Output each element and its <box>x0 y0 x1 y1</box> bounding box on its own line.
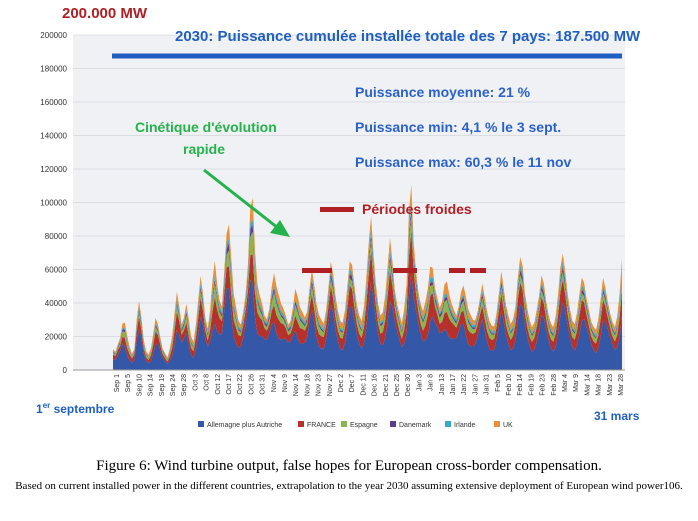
legend-swatch <box>494 421 500 427</box>
x-tick-label: Feb 5 <box>495 374 502 392</box>
x-tick-label: Dec 2 <box>338 374 345 392</box>
x-tick-label: Dec 30 <box>405 374 412 396</box>
x-tick-label: Oct 22 <box>237 374 244 395</box>
x-tick-label: Dec 25 <box>394 374 401 396</box>
legend-label: FRANCE <box>307 422 336 429</box>
figure-subcaption: Based on current installed power in the … <box>15 480 683 492</box>
x-tick-label: Dec 11 <box>360 374 367 396</box>
x-tick-label: Sep 19 <box>159 374 166 396</box>
x-tick-label: Oct 26 <box>248 374 255 395</box>
headline: 2030: Puissance cumulée installée totale… <box>175 28 641 45</box>
corner-top-label: 200.000 MW <box>62 5 148 22</box>
stacked-areas <box>113 185 622 370</box>
x-tick-label: Oct 8 <box>204 374 211 391</box>
x-tick-label: Nov 18 <box>304 374 311 396</box>
x-tick-label: Sep 10 <box>136 374 143 396</box>
x-tick-label: Oct 17 <box>226 374 233 395</box>
x-tick-label: Nov 14 <box>293 374 300 396</box>
series-area-2 <box>113 216 622 362</box>
legend-swatch <box>390 421 396 427</box>
x-tick-label: Jan 17 <box>450 374 457 395</box>
x-axis-ticks: Sep 1 Sep 5 Sep 10 Sep 14 Sep 19 Sep 24 Sep 28… <box>114 374 625 396</box>
x-tick-label: Jan 27 <box>472 374 479 395</box>
max-annotation: Puissance max: 60,3 % le 11 nov <box>355 154 572 170</box>
x-tick-label: Nov 9 <box>282 374 289 392</box>
x-tick-label: Nov 27 <box>327 374 334 396</box>
x-tick-label: Jan 8 <box>428 374 435 391</box>
x-tick-label: Nov 4 <box>271 374 278 392</box>
x-tick-label: Dec 16 <box>372 374 379 396</box>
legend-label: Espagne <box>350 422 378 429</box>
y-tick-label: 100000 <box>40 199 67 208</box>
min-annotation: Puissance min: 4,1 % le 3 sept. <box>355 119 561 135</box>
legend-swatch <box>445 421 451 427</box>
x-tick-label: Oct 12 <box>215 374 222 395</box>
x-tick-label: Sep 24 <box>170 374 177 396</box>
legend-label: Allemagne plus Autriche <box>207 422 282 429</box>
x-tick-label: Jan 13 <box>439 374 446 395</box>
series-area-5 <box>113 185 622 359</box>
kinetic-arrow <box>203 168 290 237</box>
x-tick-label: Sep 5 <box>125 374 132 392</box>
cold-periods-label: Périodes froides <box>362 201 472 217</box>
legend-swatch <box>298 421 304 427</box>
x-tick-label: Feb 10 <box>506 374 513 396</box>
x-tick-label: Nov 23 <box>316 374 323 396</box>
series-area-1 <box>113 230 622 364</box>
x-tick-label: Jan 3 <box>416 374 423 391</box>
kinetic-annotation-line1: Cinétique d'évolution <box>135 119 277 135</box>
x-tick-label: Feb 14 <box>517 374 524 396</box>
legend-label: UK <box>503 422 513 429</box>
y-tick-label: 40000 <box>45 299 68 308</box>
x-tick-label: Jan 22 <box>461 374 468 395</box>
x-tick-label: Mar 23 <box>607 374 614 396</box>
x-tick-label: Dec 21 <box>383 374 390 396</box>
x-tick-label: Sep 1 <box>114 374 121 392</box>
x-tick-label: Feb 19 <box>528 374 535 396</box>
cold-period-legend-bar <box>320 207 354 212</box>
y-tick-label: 120000 <box>40 165 67 174</box>
x-tick-label: Oct 31 <box>260 374 267 395</box>
y-tick-label: 160000 <box>40 98 67 107</box>
y-tick-label: 80000 <box>45 232 68 241</box>
x-tick-label: Mar 28 <box>618 374 625 396</box>
y-tick-label: 140000 <box>40 132 67 141</box>
x-tick-label: Mar 18 <box>596 374 603 396</box>
kinetic-annotation-line2: rapide <box>183 141 225 157</box>
cold-period-markers <box>302 268 486 273</box>
series-area-0 <box>113 273 622 370</box>
y-tick-label: 180000 <box>40 65 67 74</box>
y-tick-label: 200000 <box>40 31 67 40</box>
end-date-label: 31 mars <box>594 409 640 423</box>
legend-label: Danemark <box>399 422 432 429</box>
x-tick-label: Oct 3 <box>192 374 199 391</box>
legend: Allemagne plus Autriche FRANCE Espagne Dane… <box>198 421 513 429</box>
x-tick-label: Sep 14 <box>148 374 155 396</box>
start-date-label: 1er septembre <box>36 401 115 416</box>
avg-annotation: Puissance moyenne: 21 % <box>355 84 531 100</box>
legend-label: Irlande <box>454 422 476 429</box>
y-axis-ticks: 0 20000 40000 60000 80000 100000 120000 140000 1… <box>40 31 67 375</box>
x-tick-label: Feb 28 <box>551 374 558 396</box>
x-tick-label: Mar 4 <box>562 374 569 392</box>
y-tick-label: 60000 <box>45 266 68 275</box>
x-tick-label: Jan 31 <box>484 374 491 395</box>
x-tick-label: Sep 28 <box>181 374 188 396</box>
legend-swatch <box>198 421 204 427</box>
x-tick-label: Mar 9 <box>573 374 580 392</box>
figure-caption: Figure 6: Wind turbine output, false hop… <box>96 458 602 474</box>
legend-swatch <box>341 421 347 427</box>
y-tick-label: 20000 <box>45 333 68 342</box>
y-tick-label: 0 <box>63 366 68 375</box>
x-tick-label: Dec 7 <box>349 374 356 392</box>
x-tick-label: Feb 23 <box>540 374 547 396</box>
x-tick-label: Mar 14 <box>584 374 591 396</box>
